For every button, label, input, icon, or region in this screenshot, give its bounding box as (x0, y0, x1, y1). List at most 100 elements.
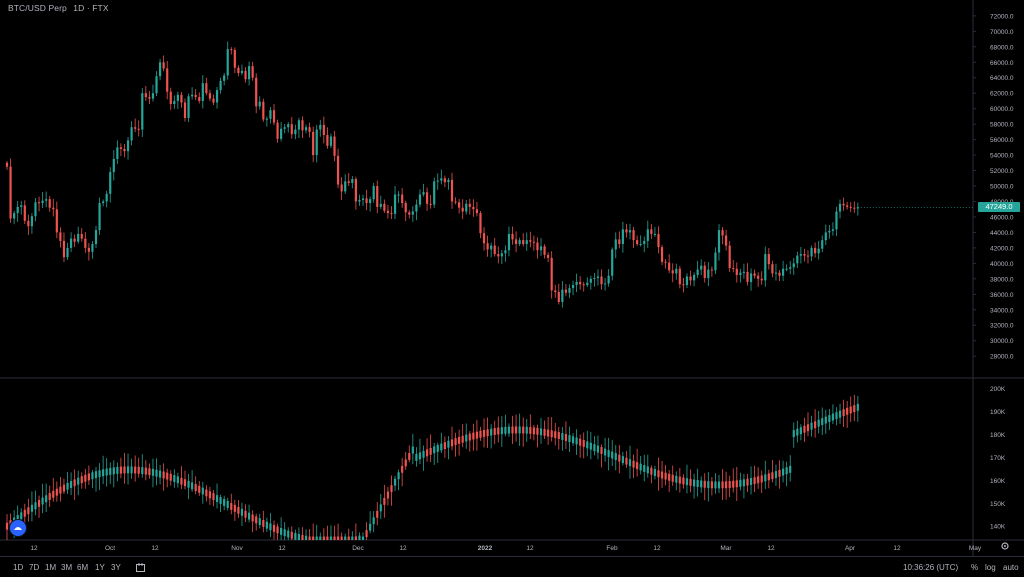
volume-body (379, 504, 382, 512)
range-6m-button[interactable]: 6M (77, 563, 89, 572)
candle-body (123, 148, 126, 152)
candle-body (45, 199, 48, 201)
volume-body (308, 536, 311, 540)
volume-body (603, 448, 607, 456)
range-7d-button[interactable]: 7D (29, 563, 40, 572)
candle-body (198, 97, 201, 101)
volume-body (429, 447, 432, 455)
volume-body (490, 428, 493, 436)
price-tick-label: 36000.0 (990, 292, 1014, 299)
candle-body (52, 207, 55, 210)
price-tick-label: 54000.0 (990, 153, 1014, 160)
price-tick-label: 68000.0 (990, 44, 1014, 51)
price-tick-label: 44000.0 (990, 230, 1014, 237)
candle-body (571, 285, 575, 289)
volume-body (358, 535, 361, 540)
candle-body (767, 254, 770, 265)
candle-body (849, 206, 852, 208)
auto-toggle[interactable]: auto (1003, 563, 1019, 572)
candle-body (226, 49, 229, 76)
volume-body (351, 536, 354, 540)
candle-body (824, 232, 827, 241)
candle-body (429, 203, 432, 205)
time-tick-label: 12 (30, 545, 38, 552)
candle-body (230, 49, 233, 51)
candle-body (141, 93, 144, 130)
candle-body (283, 127, 286, 129)
volume-body (575, 437, 578, 445)
volume-body (828, 415, 831, 423)
candle-body (180, 94, 183, 103)
log-toggle[interactable]: log (985, 563, 996, 572)
candle-body (760, 278, 763, 281)
candle-body (646, 229, 649, 241)
range-1m-button[interactable]: 1M (45, 563, 57, 572)
candle-body (628, 230, 632, 233)
time-tick-label: 12 (767, 545, 775, 552)
tradingview-logo[interactable] (9, 519, 27, 537)
candle-body (112, 158, 115, 173)
candle-body (842, 203, 845, 206)
volume-body (689, 478, 692, 486)
volume-body (119, 466, 123, 474)
candle-body (575, 281, 578, 286)
candle-body (778, 272, 781, 276)
chart-header: BTC/USD Perp 1D · FTX (8, 3, 109, 13)
range-1y-button[interactable]: 1Y (95, 563, 105, 572)
volume-body (98, 470, 101, 478)
volume-body (436, 444, 439, 452)
volume-body (532, 427, 535, 435)
percent-toggle[interactable]: % (971, 563, 979, 572)
candle-body (828, 230, 831, 233)
volume-body (536, 427, 539, 435)
volume-body (792, 430, 795, 438)
price-tick-label: 66000.0 (990, 60, 1014, 67)
clock-time[interactable]: 10:36:26 (UTC) (903, 563, 959, 572)
candle-body (682, 284, 685, 286)
candle-body (280, 128, 283, 139)
volume-body (650, 467, 653, 475)
candle-body (27, 220, 30, 227)
last-price-tag: 47249.0 (978, 202, 1020, 213)
candle-body (262, 101, 265, 120)
range-3m-button[interactable]: 3M (61, 563, 73, 572)
candle-body (379, 203, 382, 207)
candle-body (37, 202, 41, 204)
candle-body (821, 240, 824, 249)
time-tick-label: 12 (399, 545, 407, 552)
volume-body (109, 467, 112, 475)
range-3y-button[interactable]: 3Y (111, 563, 121, 572)
range-1d-button[interactable]: 1D (13, 563, 24, 572)
candle-body (557, 291, 560, 303)
date-range-icon[interactable] (136, 563, 146, 574)
symbol-label[interactable]: BTC/USD Perp (8, 3, 67, 13)
candle-body (411, 211, 414, 215)
volume-body (682, 477, 685, 485)
candle-body (657, 233, 660, 248)
candle-body (333, 136, 336, 156)
volume-body (746, 478, 749, 486)
interval-label[interactable]: 1D (73, 3, 85, 13)
chart-settings-gear-icon[interactable] (1000, 541, 1010, 554)
candle-body (158, 62, 162, 77)
candle-body (764, 254, 767, 281)
volume-body (322, 536, 325, 540)
candle-body (119, 147, 123, 149)
candle-body (176, 94, 179, 101)
candle-body (806, 255, 810, 257)
candle-body (518, 240, 521, 245)
time-tick-label: 2022 (478, 545, 493, 552)
volume-body (568, 435, 571, 443)
volume-body (600, 447, 603, 454)
candle-body (351, 179, 354, 183)
candle-body (55, 209, 58, 233)
volume-body (422, 450, 425, 458)
volume-body (586, 441, 589, 449)
candle-body (151, 93, 155, 99)
volume-body (237, 506, 240, 514)
candle-body (194, 94, 197, 98)
volume-body (166, 472, 169, 480)
candle-body (308, 127, 311, 132)
chart-area[interactable]: 72000.0 70000.0 68000.0 66000.0 64000.0 62000… (0, 0, 1024, 556)
volume-body (849, 406, 852, 414)
